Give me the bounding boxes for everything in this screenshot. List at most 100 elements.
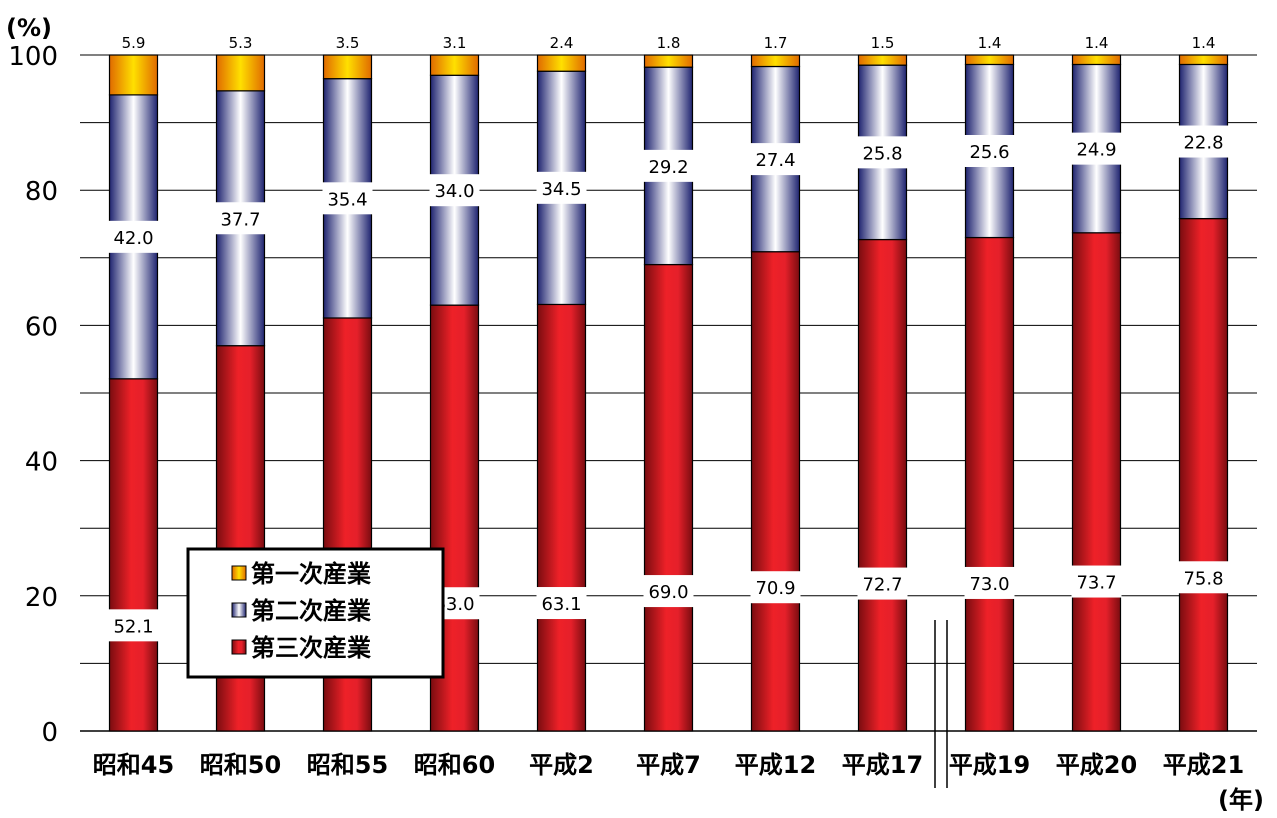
x-tick-label: 昭和45 — [93, 751, 174, 779]
data-label-tertiary: 72.7 — [862, 575, 902, 596]
y-tick-label: 100 — [8, 42, 58, 72]
legend-swatch-primary — [231, 565, 247, 581]
bar-segment-primary — [1178, 54, 1229, 66]
bar-segment-primary — [322, 54, 373, 80]
x-tick-label: 平成17 — [842, 751, 923, 779]
x-axis-ticks: 昭和45 昭和50 昭和55 昭和60 平成2 平成7 平成12 平成17 平成19 平成20 平成… — [93, 751, 1244, 779]
y-tick-label: 0 — [41, 718, 58, 748]
bar-segment-tertiary — [750, 251, 801, 732]
legend-label-secondary: 第二次産業 — [251, 597, 371, 625]
bar-segment-tertiary — [964, 236, 1015, 732]
bar-segment-tertiary — [857, 238, 908, 732]
y-tick-label: 40 — [25, 448, 58, 478]
legend: 第一次産業 第二次産業 第三次産業 — [186, 547, 445, 679]
bar-segment-primary — [643, 54, 694, 68]
bar-segment-tertiary — [536, 303, 587, 732]
legend-item-primary: 第一次産業 — [231, 560, 371, 588]
data-label-bg — [857, 567, 908, 600]
data-label-bg — [643, 575, 694, 608]
data-label-primary: 1.4 — [1192, 34, 1216, 52]
data-label-primary: 5.3 — [229, 34, 253, 52]
legend-item-tertiary: 第三次産業 — [231, 634, 371, 662]
bar-segment-primary — [215, 54, 266, 92]
bar-segment-tertiary — [643, 263, 694, 732]
bar-segment-primary — [429, 54, 480, 76]
data-label-bg — [322, 182, 373, 215]
legend-item-secondary: 第二次産業 — [231, 597, 371, 625]
data-label-tertiary: 73.7 — [1076, 573, 1116, 594]
data-label-secondary: 22.8 — [1183, 133, 1223, 154]
x-tick-label: 昭和55 — [307, 751, 388, 779]
data-label-primary: 3.5 — [336, 34, 360, 52]
data-label-primary: 1.4 — [978, 34, 1002, 52]
x-tick-label: 平成19 — [949, 751, 1030, 779]
data-label-tertiary: 70.9 — [755, 578, 795, 599]
data-label-primary: 2.4 — [550, 34, 574, 52]
data-label-primary: 5.9 — [122, 34, 146, 52]
data-label-bg — [857, 136, 908, 169]
data-label-secondary: 27.4 — [755, 150, 795, 171]
y-tick-label: 60 — [25, 312, 58, 342]
legend-swatch-tertiary — [231, 639, 247, 655]
x-tick-label: 昭和60 — [414, 751, 495, 779]
data-label-secondary: 29.2 — [648, 157, 688, 178]
data-label-bg — [536, 171, 587, 204]
data-label-bg — [643, 149, 694, 182]
data-label-tertiary: 52.1 — [113, 616, 153, 637]
data-label-bg — [429, 174, 480, 207]
data-label-bg — [536, 587, 587, 620]
data-label-secondary: 34.0 — [434, 181, 474, 202]
y-tick-label: 80 — [25, 177, 58, 207]
data-label-secondary: 25.6 — [969, 142, 1009, 163]
x-tick-label: 平成20 — [1056, 751, 1137, 779]
x-tick-label: 平成21 — [1163, 751, 1244, 779]
data-label-primary: 1.7 — [764, 34, 788, 52]
data-label-tertiary: 73.0 — [969, 574, 1009, 595]
x-tick-label: 平成2 — [529, 751, 594, 779]
x-unit-label: (年) — [1218, 786, 1264, 814]
x-tick-label: 平成7 — [636, 751, 701, 779]
data-label-primary: 1.5 — [871, 34, 895, 52]
data-label-bg — [215, 202, 266, 235]
legend-box — [186, 547, 445, 679]
y-tick-label: 20 — [25, 583, 58, 613]
bar-segment-primary — [108, 54, 159, 96]
y-unit-label: (%) — [6, 14, 52, 42]
data-label-bg — [964, 134, 1015, 167]
x-tick-label: 昭和50 — [200, 751, 281, 779]
data-label-secondary: 34.5 — [541, 179, 581, 200]
bar-segment-primary — [1071, 54, 1122, 66]
y-axis-ticks: 0 20 40 60 80 100 — [8, 42, 58, 748]
data-label-bg — [1071, 565, 1122, 598]
bar-segment-tertiary — [108, 378, 159, 732]
data-label-secondary: 35.4 — [327, 189, 367, 210]
legend-label-tertiary: 第三次産業 — [251, 634, 371, 662]
legend-label-primary: 第一次産業 — [251, 560, 371, 588]
data-label-tertiary: 63.1 — [541, 594, 581, 615]
data-label-bg — [750, 143, 801, 176]
data-label-tertiary: 69.0 — [648, 582, 688, 603]
legend-swatch-secondary — [231, 602, 247, 618]
bar-segment-primary — [536, 54, 587, 72]
axis-break-mark — [934, 620, 948, 788]
data-label-secondary: 37.7 — [220, 209, 260, 230]
data-label-bg — [1071, 132, 1122, 165]
data-label-primary: 1.4 — [1085, 34, 1109, 52]
bar-segment-primary — [750, 54, 801, 68]
data-label-secondary: 25.8 — [862, 143, 902, 164]
data-label-primary: 1.8 — [657, 34, 681, 52]
data-label-bg — [964, 566, 1015, 599]
data-label-bg — [108, 220, 159, 253]
bar-segment-primary — [964, 54, 1015, 66]
data-label-bg — [750, 571, 801, 604]
bar-segment-tertiary — [1071, 232, 1122, 732]
bar-segment-tertiary — [1178, 217, 1229, 732]
x-tick-label: 平成12 — [735, 751, 816, 779]
data-label-tertiary: 75.8 — [1183, 568, 1223, 589]
data-label-bg — [1178, 561, 1229, 594]
data-label-bg — [108, 609, 159, 642]
bar-segment-primary — [857, 54, 908, 66]
data-label-bg — [1178, 125, 1229, 158]
